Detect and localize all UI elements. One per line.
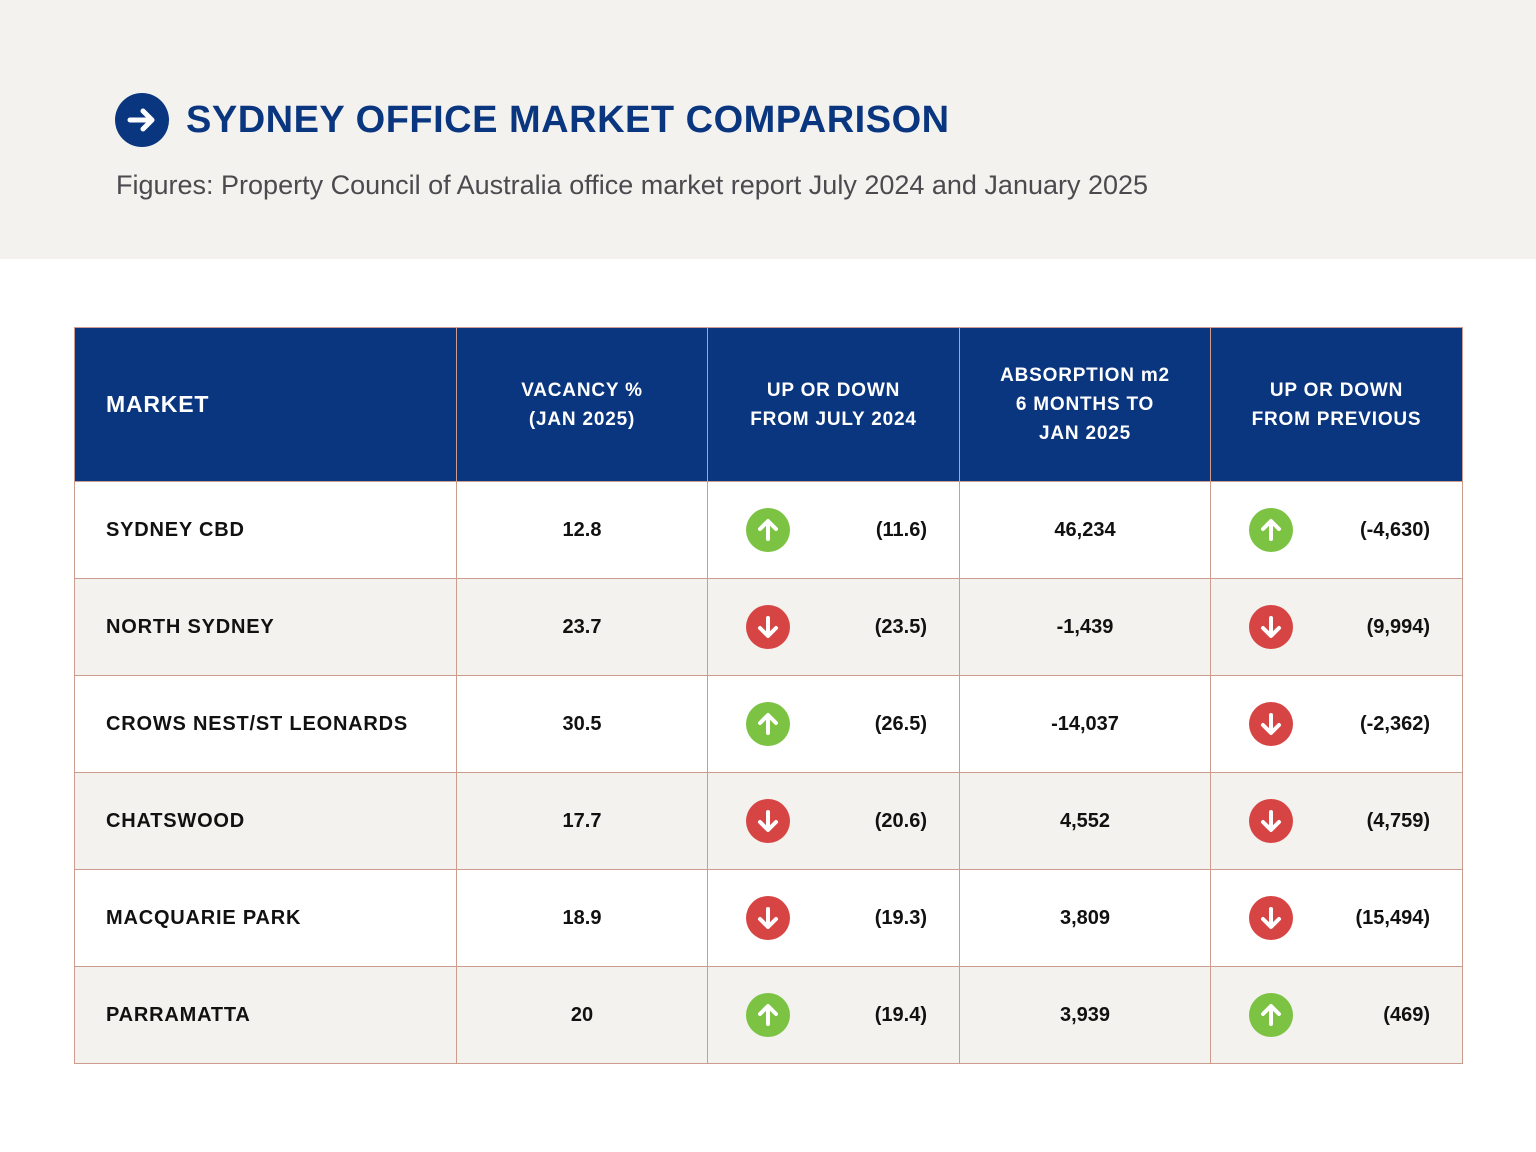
cell-vacancy-change-value: (19.4): [874, 1003, 927, 1026]
column-header-absorption-line1: ABSORPTION m2: [1000, 365, 1170, 386]
cell-absorption: 4,552: [959, 772, 1211, 870]
arrow-down-circle-icon: [1249, 605, 1293, 649]
arrow-down-circle-icon: [1249, 799, 1293, 843]
arrow-down-circle-icon: [1249, 702, 1293, 746]
cell-vacancy-change-content: (26.5): [708, 676, 959, 772]
column-header-absorption-change-line1: UP OR DOWN: [1269, 379, 1404, 401]
cell-vacancy-change: (19.4): [707, 966, 960, 1064]
arrow-down-circle-icon: [746, 799, 790, 843]
cell-absorption: -1,439: [959, 578, 1211, 676]
cell-vacancy: 18.9: [456, 869, 708, 967]
cell-vacancy-change-content: (19.3): [708, 870, 959, 966]
cell-vacancy: 30.5: [456, 675, 708, 773]
column-header-vacancy-change-line1: UP OR DOWN: [766, 379, 901, 401]
page-subtitle: Figures: Property Council of Australia o…: [116, 170, 1149, 200]
cell-absorption-change-content: (15,494): [1211, 870, 1462, 966]
cell-vacancy-change-value: (19.3): [874, 906, 927, 929]
cell-vacancy-change: (20.6): [707, 772, 960, 870]
market-comparison-table: MARKET VACANCY % (JAN 2025) UP OR DOWN F…: [74, 327, 1463, 1064]
cell-market: PARRAMATTA: [74, 966, 457, 1064]
cell-vacancy-change: (26.5): [707, 675, 960, 773]
arrow-down-circle-icon: [1249, 896, 1293, 940]
column-header-vacancy: VACANCY % (JAN 2025): [456, 327, 708, 482]
arrow-up-circle-icon: [746, 993, 790, 1037]
cell-market: NORTH SYDNEY: [74, 578, 457, 676]
column-header-vacancy-line2: (JAN 2025): [528, 408, 636, 430]
page-title: SYDNEY OFFICE MARKET COMPARISON: [186, 98, 950, 141]
cell-vacancy: 23.7: [456, 578, 708, 676]
cell-vacancy: 12.8: [456, 481, 708, 579]
cell-absorption-change-content: (-2,362): [1211, 676, 1462, 772]
column-header-absorption-change-line2: FROM PREVIOUS: [1251, 408, 1422, 430]
table-row: CROWS NEST/ST LEONARDS 30.5 (26.5) -14,037 (…: [74, 675, 1463, 773]
cell-vacancy: 17.7: [456, 772, 708, 870]
cell-absorption-change: (469): [1210, 966, 1463, 1064]
cell-market: CHATSWOOD: [74, 772, 457, 870]
table-row: SYDNEY CBD 12.8 (11.6) 46,234 (-4,630): [74, 481, 1463, 579]
cell-vacancy-change-content: (11.6): [708, 482, 959, 578]
cell-vacancy-change-value: (11.6): [875, 518, 927, 541]
column-header-vacancy-change-line2: FROM JULY 2024: [750, 408, 917, 430]
table-row: PARRAMATTA 20 (19.4) 3,939 (469): [74, 966, 1463, 1064]
arrow-down-circle-icon: [746, 896, 790, 940]
column-header-absorption-change: UP OR DOWN FROM PREVIOUS: [1210, 327, 1463, 482]
column-header-market-label: MARKET: [106, 391, 210, 417]
table-row: MACQUARIE PARK 18.9 (19.3) 3,809 (15,494): [74, 869, 1463, 967]
cell-absorption-change: (9,994): [1210, 578, 1463, 676]
cell-absorption-change-value: (9,994): [1366, 615, 1430, 638]
arrow-down-circle-icon: [746, 605, 790, 649]
cell-vacancy: 20: [456, 966, 708, 1064]
cell-absorption: -14,037: [959, 675, 1211, 773]
column-header-absorption-line3: JAN 2025: [1039, 423, 1131, 444]
title-row: SYDNEY OFFICE MARKET COMPARISON: [115, 93, 950, 147]
cell-vacancy-change-content: (20.6): [708, 773, 959, 869]
table-header-row: MARKET VACANCY % (JAN 2025) UP OR DOWN F…: [74, 327, 1463, 482]
arrow-up-circle-icon: [746, 508, 790, 552]
cell-absorption-change: (-4,630): [1210, 481, 1463, 579]
cell-vacancy-change-content: (23.5): [708, 579, 959, 675]
cell-absorption-change-value: (4,759): [1366, 809, 1430, 832]
cell-vacancy-change-value: (26.5): [874, 712, 927, 735]
cell-vacancy-change: (11.6): [707, 481, 960, 579]
table-row: NORTH SYDNEY 23.7 (23.5) -1,439 (9,994): [74, 578, 1463, 676]
arrow-up-circle-icon: [746, 702, 790, 746]
table-row: CHATSWOOD 17.7 (20.6) 4,552 (4,759): [74, 772, 1463, 870]
cell-vacancy-change-content: (19.4): [708, 967, 959, 1063]
cell-market: CROWS NEST/ST LEONARDS: [74, 675, 457, 773]
cell-absorption-change-value: (15,494): [1355, 906, 1431, 929]
column-header-vacancy-change: UP OR DOWN FROM JULY 2024: [707, 327, 960, 482]
column-header-market: MARKET: [74, 327, 457, 482]
cell-absorption-change: (4,759): [1210, 772, 1463, 870]
cell-absorption-change-content: (-4,630): [1211, 482, 1462, 578]
cell-absorption-change-content: (9,994): [1211, 579, 1462, 675]
table-body: SYDNEY CBD 12.8 (11.6) 46,234 (-4,630) NORTH …: [74, 481, 1463, 1064]
cell-absorption-change: (15,494): [1210, 869, 1463, 967]
cell-absorption-change: (-2,362): [1210, 675, 1463, 773]
cell-absorption-change-content: (4,759): [1211, 773, 1462, 869]
cell-absorption-change-content: (469): [1211, 967, 1462, 1063]
cell-vacancy-change: (19.3): [707, 869, 960, 967]
header-band: SYDNEY OFFICE MARKET COMPARISON Figures:…: [0, 0, 1536, 259]
arrow-right-circle-icon: [115, 93, 169, 147]
column-header-vacancy-line1: VACANCY %: [521, 379, 643, 401]
arrow-up-circle-icon: [1249, 993, 1293, 1037]
cell-market: SYDNEY CBD: [74, 481, 457, 579]
column-header-absorption: ABSORPTION m2 6 MONTHS TO JAN 2025: [959, 327, 1211, 482]
cell-market: MACQUARIE PARK: [74, 869, 457, 967]
cell-absorption-change-value: (469): [1383, 1003, 1430, 1026]
cell-absorption-change-value: (-4,630): [1359, 518, 1430, 541]
cell-absorption: 3,939: [959, 966, 1211, 1064]
column-header-absorption-line2: 6 MONTHS TO: [1015, 394, 1155, 415]
cell-vacancy-change-value: (23.5): [874, 615, 927, 638]
cell-absorption-change-value: (-2,362): [1359, 712, 1430, 735]
cell-vacancy-change-value: (20.6): [874, 809, 927, 832]
cell-vacancy-change: (23.5): [707, 578, 960, 676]
arrow-up-circle-icon: [1249, 508, 1293, 552]
cell-absorption: 46,234: [959, 481, 1211, 579]
cell-absorption: 3,809: [959, 869, 1211, 967]
